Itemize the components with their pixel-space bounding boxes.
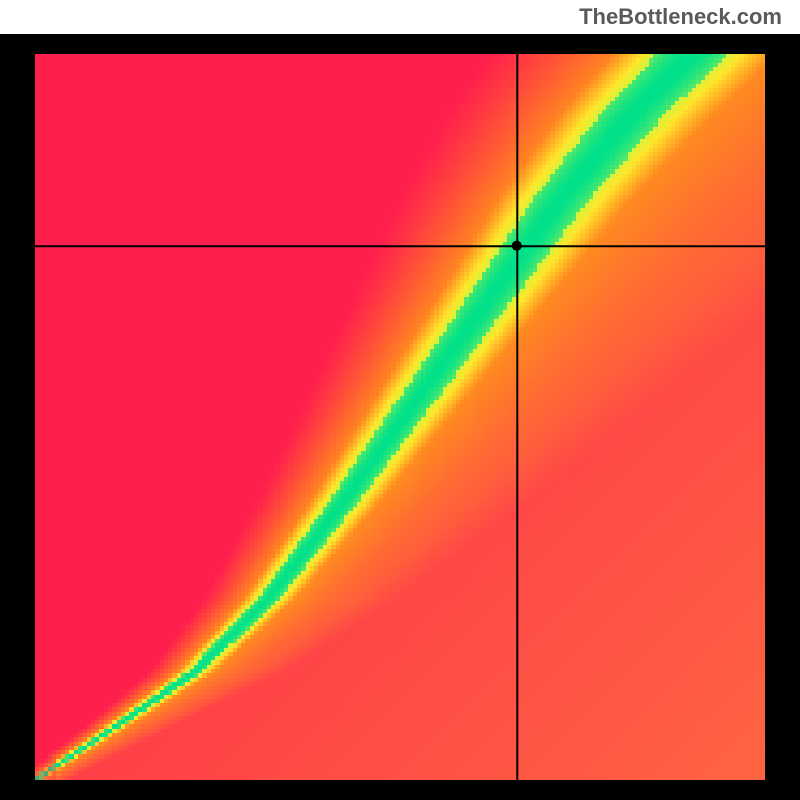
plot-frame: [0, 34, 800, 800]
bottleneck-heatmap: [35, 54, 765, 780]
watermark-text: TheBottleneck.com: [579, 4, 782, 30]
